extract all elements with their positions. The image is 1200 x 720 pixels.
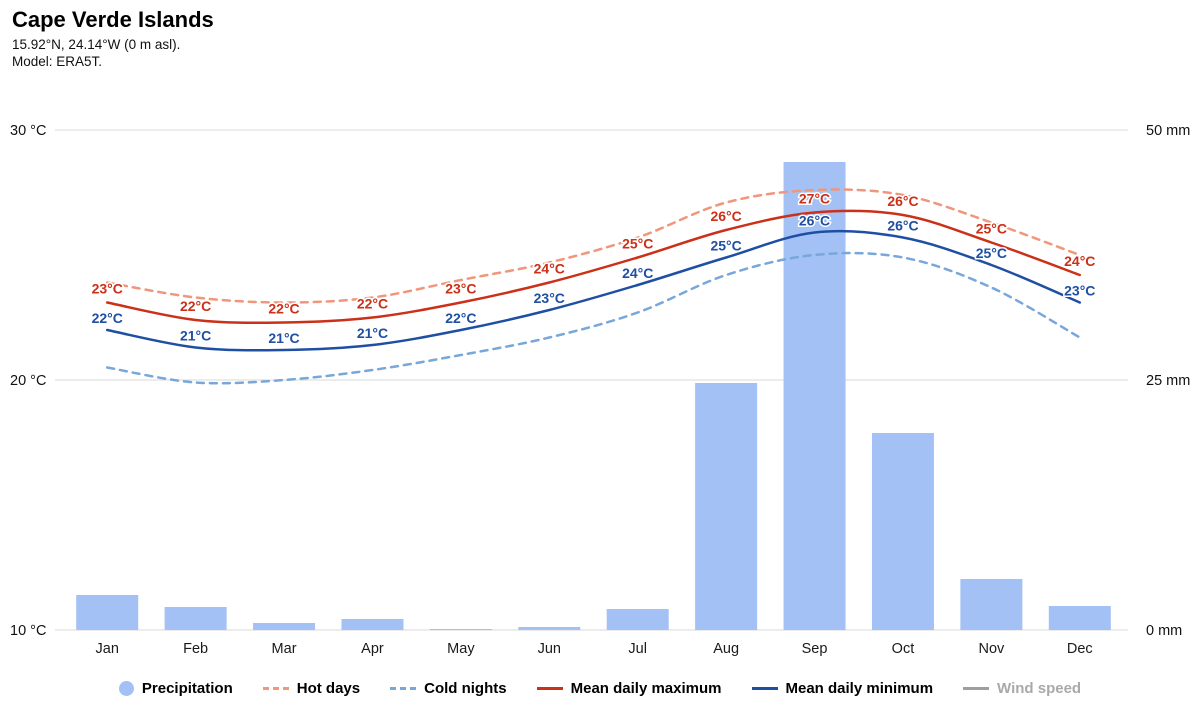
line-marker-icon (751, 686, 778, 690)
mean-daily-minimum-line (105, 229, 1082, 352)
right-axis-tick: 25 mm (1146, 373, 1190, 389)
precipitation-bar[interactable] (871, 433, 934, 630)
min-temp-label: 23°C (1064, 283, 1095, 299)
legend-item-mean-daily-minimum[interactable]: Mean daily minimum (751, 679, 934, 697)
max-temp-label: 25°C (622, 236, 653, 252)
line-marker-icon (262, 686, 289, 690)
mean-daily-maximum-line (105, 209, 1082, 325)
max-temp-label: 23°C (92, 281, 123, 297)
left-axis-tick: 30 °C (10, 123, 46, 139)
min-temp-label: 22°C (445, 310, 476, 326)
legend-label: Cold nights (424, 679, 507, 697)
precipitation-bar[interactable] (783, 162, 846, 630)
legend-item-hot-days[interactable]: Hot days (262, 679, 361, 697)
legend-label: Mean daily maximum (570, 679, 722, 697)
cold-nights-line (105, 251, 1082, 385)
precipitation-bar[interactable] (1048, 606, 1111, 630)
max-temp-label: 25°C (976, 221, 1007, 237)
precipitation-bar[interactable] (253, 623, 316, 630)
max-temp-label: 26°C (710, 208, 741, 224)
header: Cape Verde Islands 15.92°N, 24.14°W (0 m… (12, 6, 214, 69)
precipitation-bar[interactable] (341, 619, 404, 630)
precipitation-bar[interactable] (695, 383, 758, 630)
month-label: May (447, 641, 475, 657)
hot-days-line (105, 188, 1082, 304)
month-label: Feb (183, 641, 208, 657)
line-marker-icon (390, 686, 417, 690)
legend-label: Mean daily minimum (785, 679, 934, 697)
precipitation-bar[interactable] (606, 609, 669, 630)
page-title: Cape Verde Islands (12, 7, 214, 32)
right-axis-tick: 0 mm (1146, 623, 1182, 639)
min-temp-label: 25°C (976, 245, 1007, 261)
precipitation-bar[interactable] (164, 607, 227, 630)
max-temp-label: 23°C (445, 281, 476, 297)
legend-item-mean-daily-maximum[interactable]: Mean daily maximum (536, 679, 722, 697)
legend-item-wind-speed[interactable]: Wind speed (963, 680, 1081, 697)
max-temp-label: 27°C (799, 191, 830, 207)
month-label: Jan (96, 641, 119, 657)
precipitation-bar[interactable] (960, 579, 1023, 630)
location-coordinates: 15.92°N, 24.14°W (0 m asl). (12, 36, 181, 52)
max-temp-label: 24°C (1064, 253, 1095, 269)
month-label: Nov (978, 641, 1005, 657)
min-temp-label: 22°C (92, 310, 123, 326)
month-label: Mar (272, 641, 297, 657)
month-label: Dec (1067, 641, 1093, 657)
month-label: Oct (892, 641, 915, 657)
precipitation-marker-icon (118, 680, 134, 696)
min-temp-label: 26°C (799, 213, 830, 229)
model-label: Model: ERA5T. (12, 53, 103, 69)
legend-label: Hot days (296, 679, 361, 697)
min-temp-label: 25°C (710, 238, 741, 254)
max-temp-label: 26°C (887, 193, 918, 209)
max-temp-label: 22°C (268, 301, 299, 317)
right-axis-tick: 50 mm (1146, 123, 1190, 139)
month-label: Aug (713, 641, 739, 657)
legend-label: Wind speed (997, 679, 1082, 697)
line-marker-icon (963, 686, 990, 690)
min-temp-label: 21°C (357, 325, 388, 341)
max-temp-label: 22°C (180, 298, 211, 314)
max-temp-label: 24°C (534, 261, 565, 277)
min-temp-label: 23°C (534, 290, 565, 306)
precipitation-bar[interactable] (76, 595, 139, 630)
left-axis-tick: 20 °C (10, 373, 46, 389)
precipitation-bar[interactable] (518, 627, 581, 630)
chart-legend: Precipitation Hot days Cold nights Mean dai… (0, 672, 1200, 704)
month-label: Apr (361, 641, 384, 657)
min-temp-label: 26°C (887, 218, 918, 234)
line-marker-icon (536, 686, 563, 690)
month-label: Jul (628, 641, 647, 657)
legend-item-cold-nights[interactable]: Cold nights (390, 680, 507, 697)
min-temp-label: 21°C (180, 328, 211, 344)
min-temp-label: 21°C (268, 330, 299, 346)
month-label: Jun (538, 641, 561, 657)
precipitation-bar[interactable] (429, 629, 492, 630)
left-axis-tick: 10 °C (10, 623, 46, 639)
legend-label: Precipitation (141, 679, 233, 697)
min-temp-label: 24°C (622, 265, 653, 281)
max-temp-label: 22°C (357, 296, 388, 312)
legend-item-precipitation[interactable]: Precipitation (118, 679, 233, 697)
month-label: Sep (802, 641, 828, 657)
